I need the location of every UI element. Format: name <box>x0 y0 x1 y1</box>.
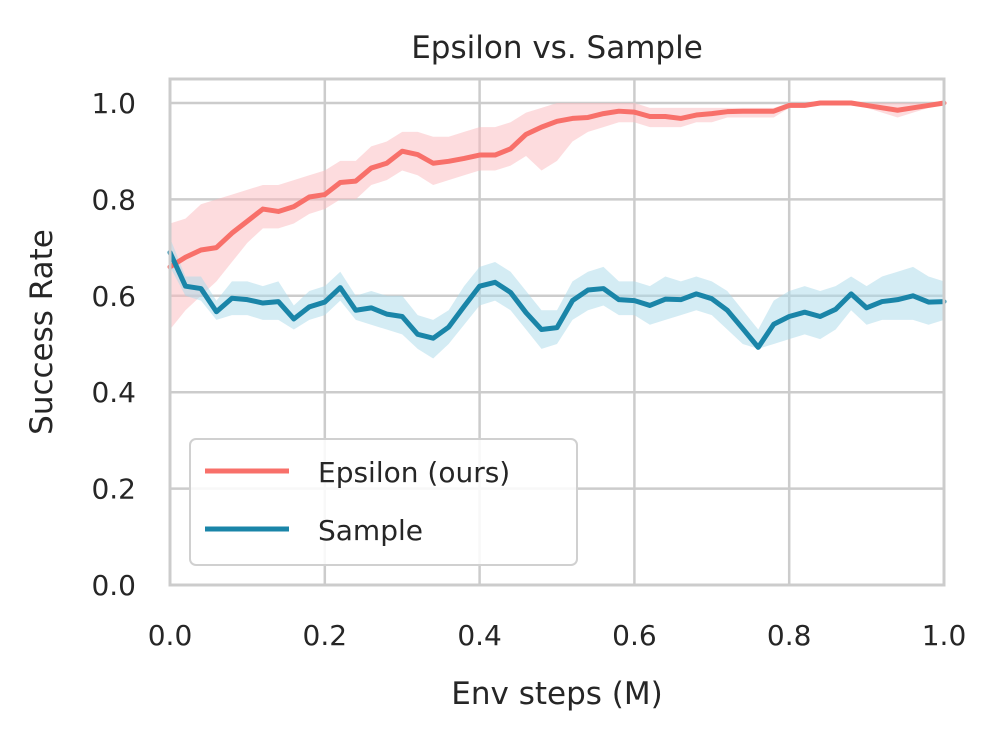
series-lines <box>167 100 947 350</box>
y-tick-label: 0.4 <box>91 376 136 409</box>
x-tick-label: 0.6 <box>612 619 657 652</box>
legend-label-sample: Sample <box>318 514 423 547</box>
y-tick-label: 0.0 <box>91 569 136 602</box>
chart-title: Epsilon vs. Sample <box>411 30 703 66</box>
x-tick-label: 0.4 <box>457 619 502 652</box>
band-sample <box>170 237 944 359</box>
x-tick-labels: 0.0 0.2 0.4 0.6 0.8 1.0 <box>148 619 967 652</box>
x-tick-label: 0.2 <box>303 619 348 652</box>
x-axis-label: Env steps (M) <box>451 676 662 712</box>
line-sample <box>167 249 947 350</box>
line-epsilon <box>167 100 947 270</box>
band-epsilon <box>170 103 944 330</box>
y-tick-label: 1.0 <box>91 87 136 120</box>
plot-frame <box>168 77 946 587</box>
y-tick-label: 0.2 <box>91 473 136 506</box>
legend-label-epsilon: Epsilon (ours) <box>318 456 510 489</box>
x-tick-label: 0.0 <box>148 619 193 652</box>
y-axis-label: Success Rate <box>24 229 60 435</box>
y-tick-labels: 0.0 0.2 0.4 0.6 0.8 1.0 <box>91 87 136 602</box>
y-tick-label: 0.8 <box>91 183 136 216</box>
legend: Epsilon (ours) Sample <box>189 438 578 566</box>
x-tick-label: 0.8 <box>767 619 812 652</box>
confidence-bands <box>170 103 944 359</box>
y-tick-label: 0.6 <box>91 280 136 313</box>
x-tick-label: 1.0 <box>922 619 967 652</box>
